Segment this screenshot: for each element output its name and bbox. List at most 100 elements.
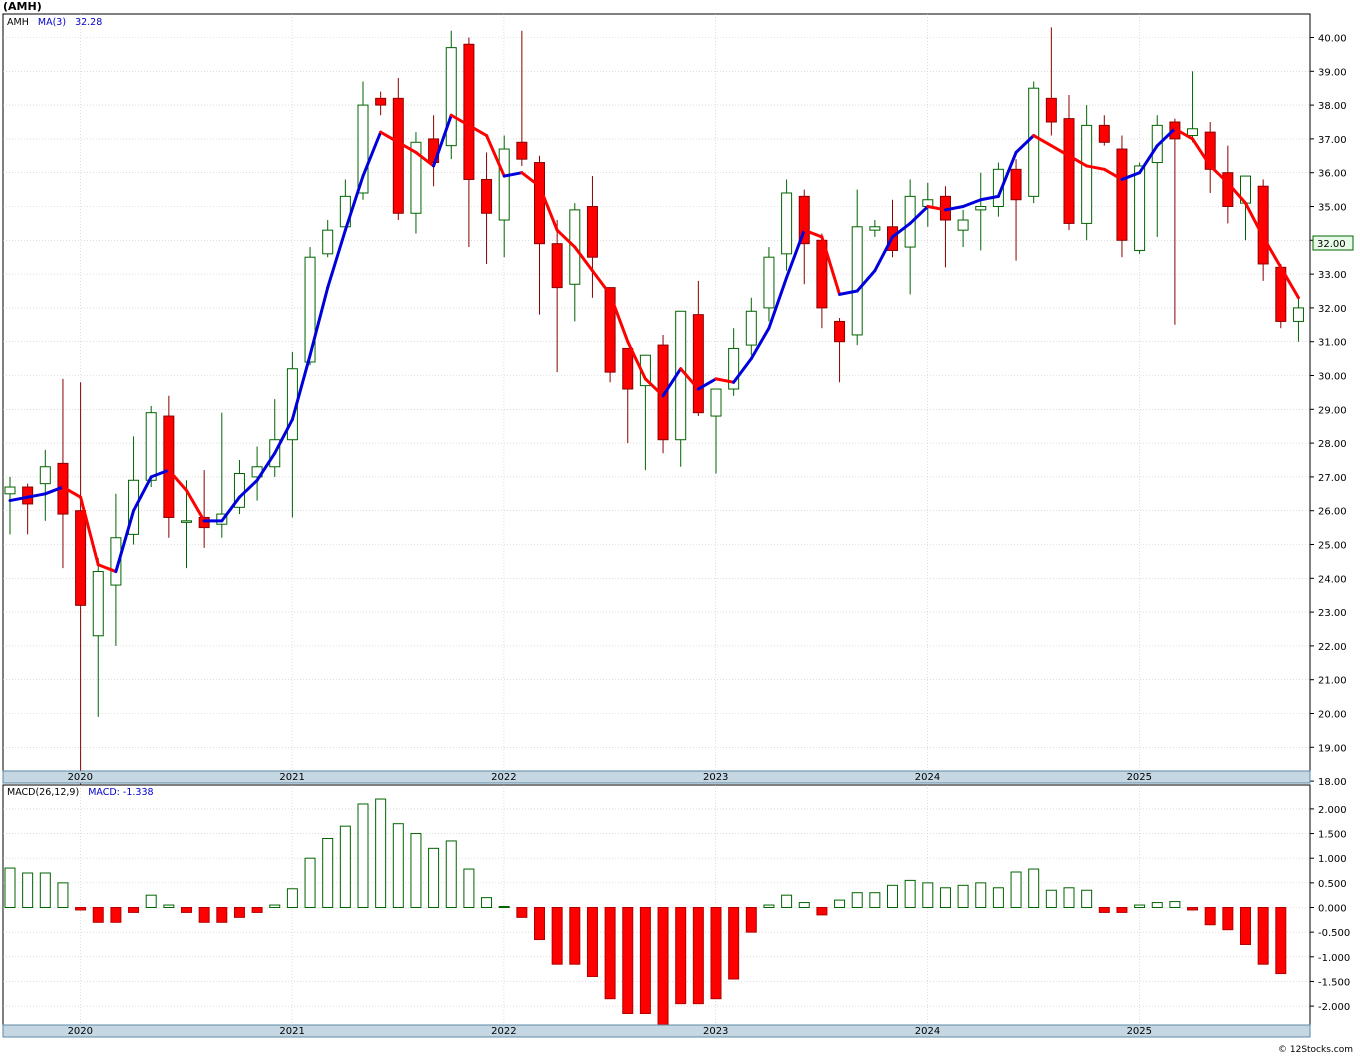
macd-bar-negative [745,907,757,933]
candle-body-up [92,571,104,637]
candle [463,37,475,248]
macd-bar-positive [1151,902,1163,909]
macd-x-tick-label: 2024 [915,1026,940,1037]
candle [622,347,634,444]
macd-y-tick-label: 2.000 [1318,805,1347,816]
candle [1098,115,1110,146]
ma-segment [379,130,400,144]
ma-segment [873,235,894,273]
candle-body-down [75,510,87,606]
macd-y-tick-label: -1.000 [1318,953,1350,964]
price-legend-ticker: AMH [7,17,29,28]
ma-segment [908,205,930,225]
macd-bar-negative [604,907,616,1000]
macd-bar-negative [675,907,687,1005]
macd-bar-positive [269,904,281,908]
macd-bar-positive [1028,868,1040,909]
ma-segment [679,367,700,391]
ma-segment [891,221,912,239]
candle-body-up [1187,128,1199,137]
candle [92,558,104,717]
macd-bar-positive [357,803,369,908]
macd-bar-positive [975,882,987,908]
macd-bar-negative [75,907,87,911]
price-legend-ma-value: 32.28 [75,17,102,28]
ma-segment [1173,127,1195,141]
macd-bar-negative [216,907,228,923]
macd-bar-positive [957,884,969,909]
candle [498,135,510,258]
candle [1116,135,1128,258]
candle-body-up [1081,124,1093,224]
macd-y-tick-label: -1.500 [1318,977,1350,988]
ma-segment [273,417,294,455]
candle-body-down [604,287,616,373]
macd-y-tick-label: 1.000 [1318,854,1347,865]
candle [1204,122,1216,193]
candle-body-up [957,219,969,231]
candle-body-up [728,347,740,390]
macd-bar-negative [1257,907,1269,965]
ma-segment [643,377,665,398]
macd-bar-negative [110,907,122,923]
candle-body-down [481,178,493,214]
macd-y-axis: -2.000 -1.500 -1.000 -0.500 0.000 0.500 1.000 1… [1310,805,1350,1013]
macd-bar-positive [939,887,951,909]
candle-body-down [1098,124,1110,143]
macd-bar-positive [851,892,863,909]
candle-body-down [834,320,846,343]
candle [834,318,846,383]
candle-body-up [4,486,16,495]
candle-body-up [851,226,863,336]
candle-body-up [975,206,987,211]
macd-bar-negative [1098,907,1110,913]
candle [1292,297,1304,342]
ma-segment [220,495,241,523]
candle-body-up [322,229,334,255]
ma-segment [855,269,877,293]
ma-segment [1244,201,1265,239]
price-y-tick-label: 25.00 [1318,541,1347,552]
macd-bar-negative [516,907,528,918]
ma-segment [1191,137,1212,168]
candle [745,297,757,356]
macd-bar-negative [569,907,581,965]
candle-body-down [198,516,210,529]
macd-x-tick-label: 2022 [491,1026,516,1037]
ma-segment [732,357,753,384]
macd-legend-title: MACD(26,12,9) [7,787,79,798]
price-y-tick-label: 23.00 [1318,608,1347,619]
candle [198,470,210,548]
candle [604,287,616,383]
candle-body-down [798,195,810,245]
candle [375,91,387,116]
price-legend: AMH MA(3) 32.28 [7,17,102,28]
macd-bar-negative [1116,907,1128,913]
candle [957,209,969,248]
macd-bar-positive [410,833,422,908]
ma-segment [961,198,983,208]
chart-title: (AMH) [3,0,42,13]
candle-body-up [710,388,722,417]
candle-body-down [1116,148,1128,241]
candle-body-up [39,466,51,485]
candle [1134,162,1146,254]
macd-bar-negative [551,907,563,965]
price-x-axis: 2020 2021 2022 2023 2024 2025 [68,772,1152,783]
ma-segment [149,468,171,479]
ma-segment [502,171,524,178]
ma-segment [979,194,1000,202]
macd-bar-negative [622,907,634,1014]
macd-bar-negative [639,907,651,1014]
price-y-tick-label: 40.00 [1318,34,1347,45]
candle-body-up [145,412,157,481]
ma-segment [308,286,330,357]
ma-segment [185,488,206,523]
macd-bar-negative [198,907,210,923]
ma-segment [485,134,506,178]
candle [304,247,316,366]
candle-body-down [516,141,528,160]
price-y-tick-label: 18.00 [1318,777,1347,788]
candle-body-up [1134,165,1146,251]
candle-body-down [692,314,704,414]
